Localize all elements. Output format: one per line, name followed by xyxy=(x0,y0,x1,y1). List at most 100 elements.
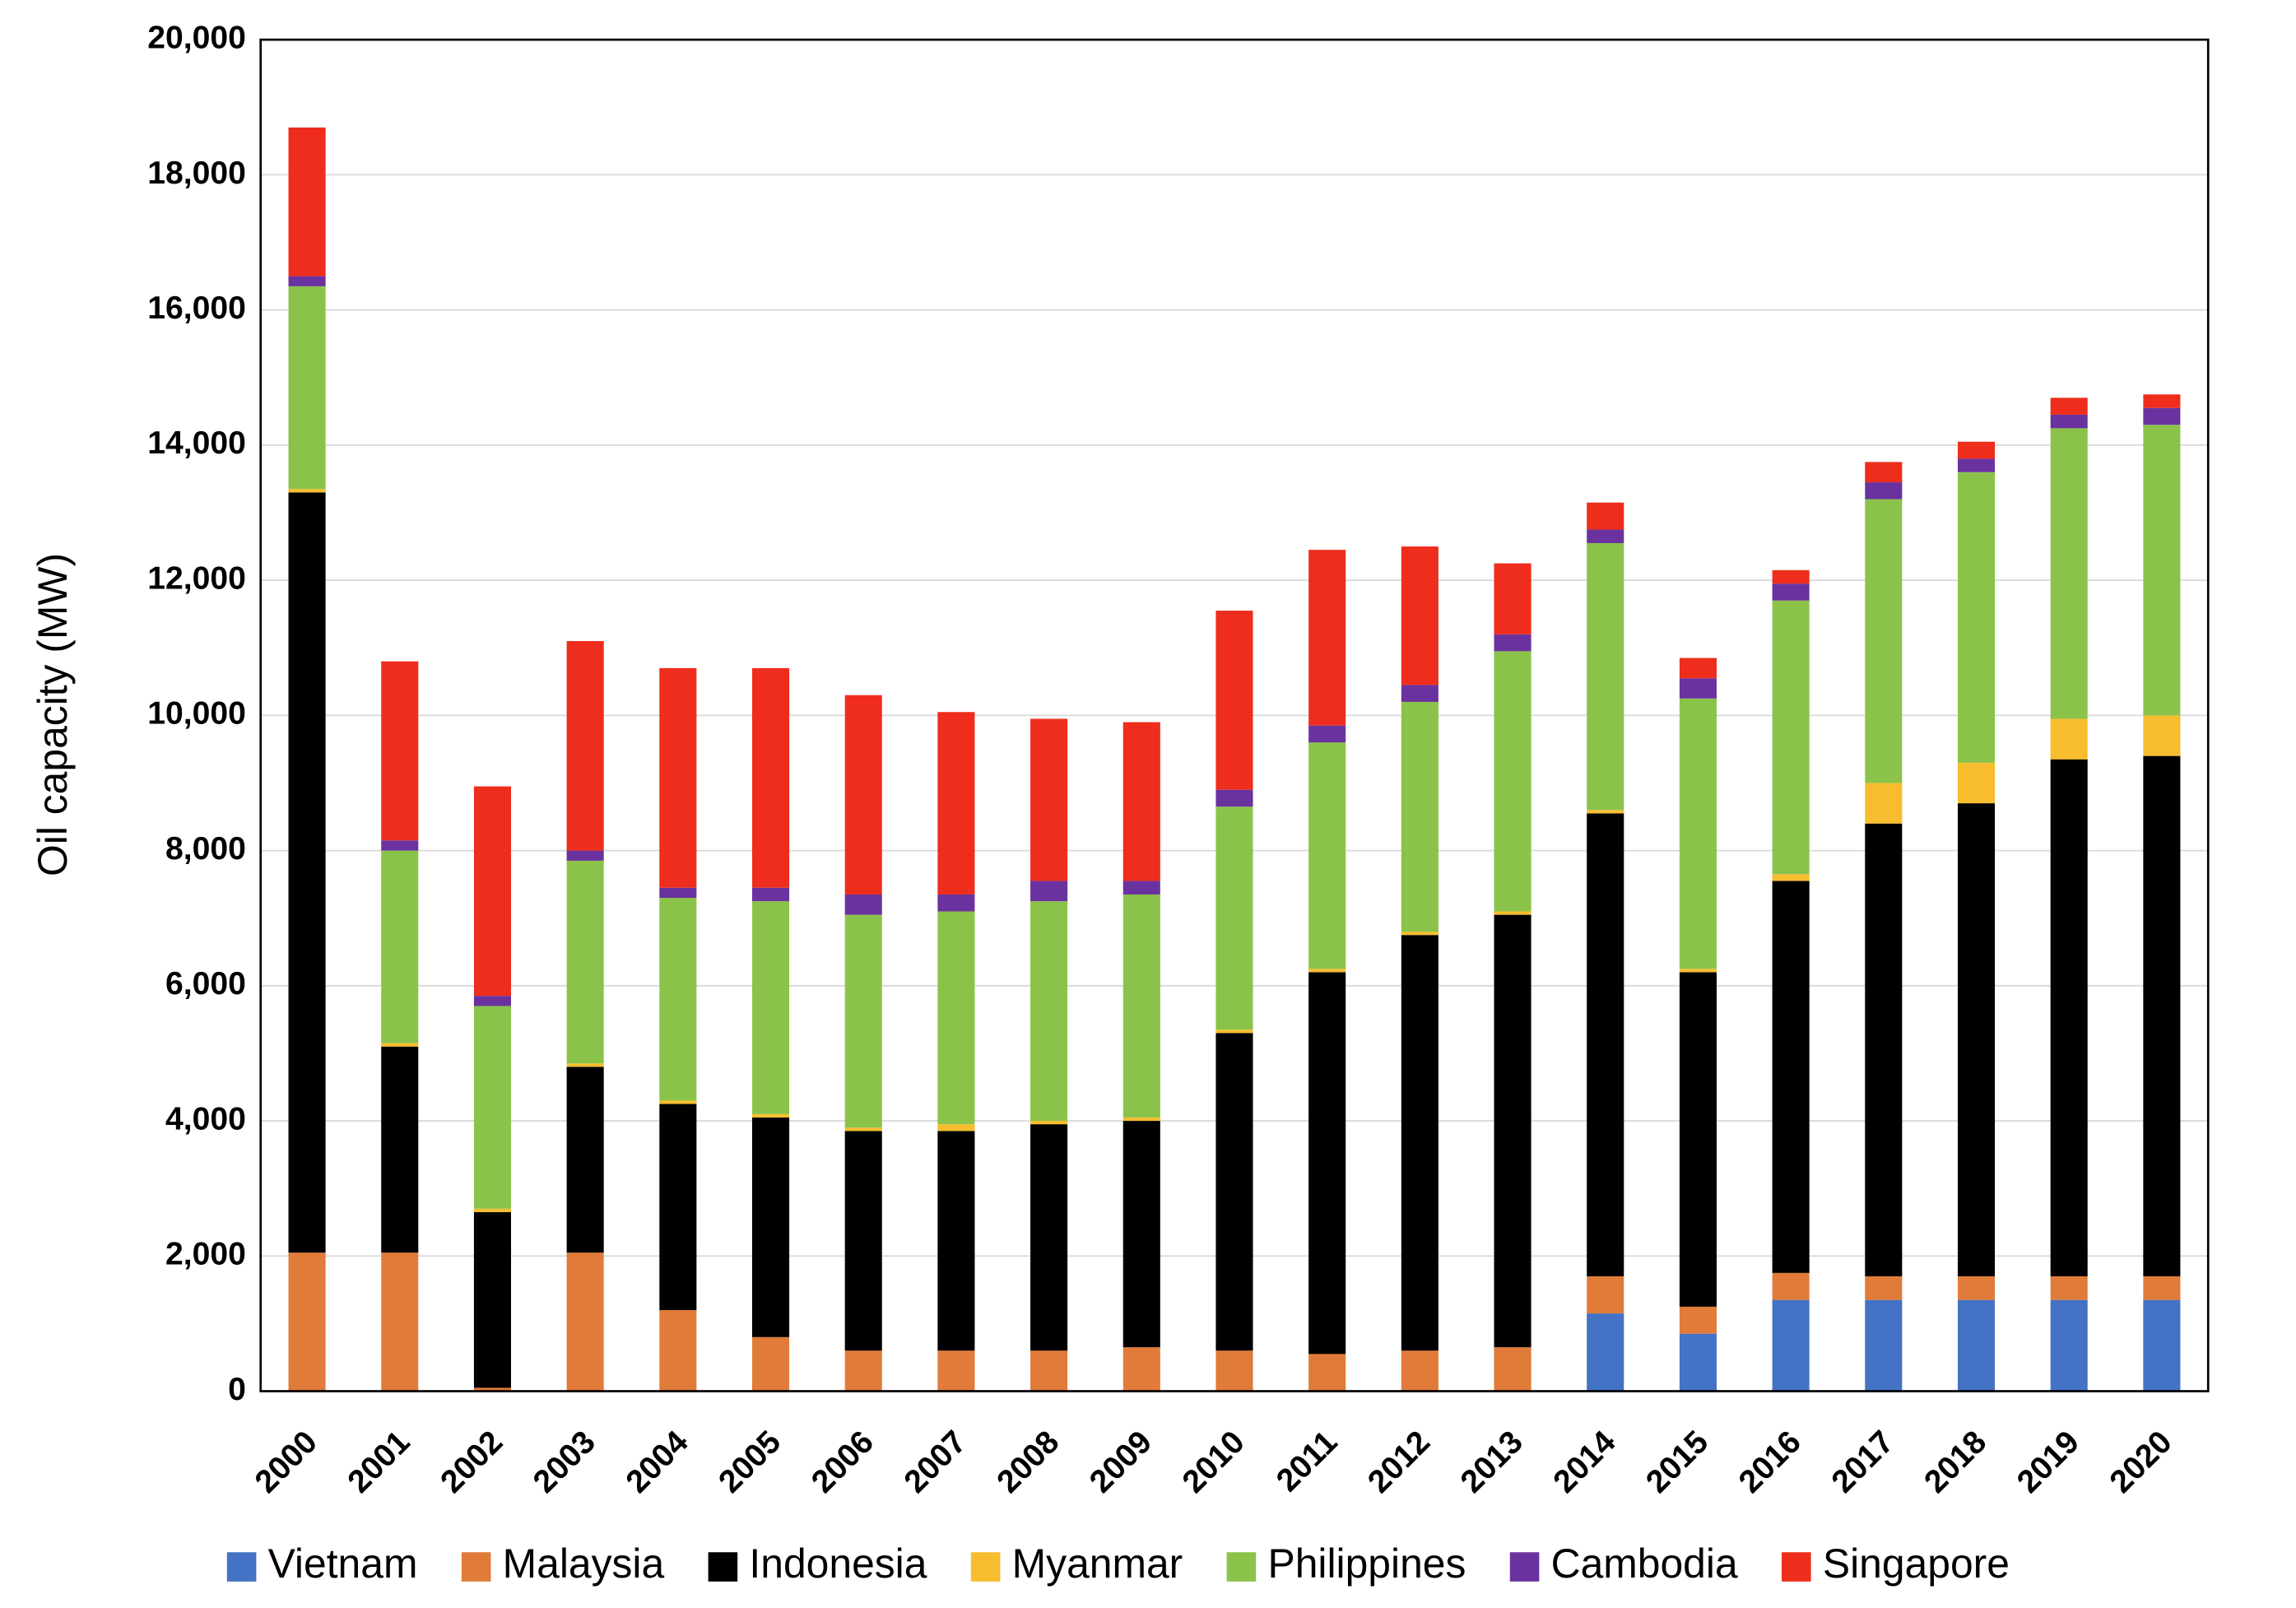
x-tick-label: 2009 xyxy=(1083,1424,1159,1500)
bar-segment xyxy=(751,1113,790,1118)
y-tick-label: 2,000 xyxy=(165,1237,246,1272)
bar-segment xyxy=(566,1252,604,1392)
bar-segment xyxy=(473,1211,511,1388)
legend-label: Philippines xyxy=(1267,1541,1466,1587)
bar-segment xyxy=(1308,969,1346,973)
bar-segment xyxy=(2143,755,2181,1276)
bar-segment xyxy=(1587,502,1624,530)
bar-segment xyxy=(1679,1333,1717,1392)
legend-swatch xyxy=(226,1552,257,1582)
bar-segment xyxy=(1122,881,1160,895)
legend-label: Cambodia xyxy=(1551,1541,1738,1587)
bar-segment xyxy=(1865,499,1903,783)
x-tick-label: 2013 xyxy=(1454,1424,1530,1500)
x-tick-label: 2008 xyxy=(990,1424,1066,1500)
bar-segment xyxy=(659,887,697,899)
bar-segment xyxy=(1308,742,1346,969)
bar-segment xyxy=(473,1006,511,1209)
bar-segment xyxy=(1772,600,1810,875)
bar-segment xyxy=(1957,762,1996,804)
bar-segment xyxy=(1865,1299,1903,1392)
bar-segment xyxy=(1401,701,1438,932)
bar-segment xyxy=(1679,698,1717,969)
x-tick-label: 2004 xyxy=(620,1424,695,1500)
bar-segment xyxy=(381,850,419,1043)
bar-segment xyxy=(1865,783,1903,824)
bar-segment xyxy=(1772,569,1810,584)
bar-segment xyxy=(1679,969,1717,973)
x-tick-label: 2010 xyxy=(1176,1424,1252,1500)
y-tick-label: 14,000 xyxy=(147,425,246,461)
bar-segment xyxy=(659,898,697,1101)
bar-segment xyxy=(1957,803,1996,1276)
bar-segment xyxy=(1957,472,1996,763)
legend-swatch xyxy=(1226,1552,1257,1582)
x-tick-label: 2012 xyxy=(1361,1424,1437,1500)
bar-segment xyxy=(381,840,419,851)
bar-segment xyxy=(937,911,975,1125)
bar-segment xyxy=(2050,397,2088,415)
bar-segment xyxy=(1865,482,1903,500)
y-tick-label: 10,000 xyxy=(147,696,246,732)
x-tick-label: 2006 xyxy=(805,1424,881,1500)
bar-segment xyxy=(659,1309,697,1392)
x-tick-label: 2005 xyxy=(712,1424,788,1500)
x-tick-label: 2003 xyxy=(527,1424,602,1500)
bar-segment xyxy=(1679,972,1717,1307)
bar-segment xyxy=(473,1208,511,1212)
bar-segment xyxy=(1494,651,1531,912)
x-tick-label: 2002 xyxy=(434,1424,509,1500)
bar-segment xyxy=(288,492,326,1253)
bar-segment xyxy=(473,996,511,1006)
bar-segment xyxy=(1215,1350,1253,1392)
bar-segment xyxy=(2050,718,2088,760)
bar-segment xyxy=(1587,813,1624,1276)
bar-segment xyxy=(844,1127,882,1132)
bar-segment xyxy=(1215,1033,1253,1351)
bar-segment xyxy=(937,1124,975,1132)
bar-segment xyxy=(1030,901,1068,1122)
y-tick-label: 4,000 xyxy=(165,1101,246,1136)
bar-segment xyxy=(1030,718,1068,881)
legend-swatch xyxy=(1509,1552,1540,1582)
bar-segment xyxy=(2050,414,2088,429)
bar-segment xyxy=(937,712,975,895)
y-tick-label: 0 xyxy=(228,1372,246,1407)
bar-segment xyxy=(1401,1350,1438,1392)
legend-label: Singapore xyxy=(1823,1541,2010,1587)
bar-segment xyxy=(1865,462,1903,483)
y-tick-label: 20,000 xyxy=(147,21,246,56)
bar-segment xyxy=(844,914,882,1128)
bar-segment xyxy=(1401,546,1438,685)
legend-swatch xyxy=(708,1552,738,1582)
plot-frame xyxy=(259,38,2210,1392)
bar-segment xyxy=(1122,894,1160,1118)
legend-label: Malaysia xyxy=(503,1541,665,1587)
bar-segment xyxy=(844,1131,882,1351)
x-tick-label: 2019 xyxy=(2010,1424,2086,1500)
bar-segment xyxy=(2143,394,2181,408)
bar-segment xyxy=(381,1046,419,1253)
bar-segment xyxy=(1215,789,1253,807)
bar-segment xyxy=(1215,611,1253,790)
bar-segment xyxy=(1030,1124,1068,1351)
legend-label: Indonesia xyxy=(749,1541,927,1587)
bar-segment xyxy=(288,286,326,490)
bar-segment xyxy=(1494,1347,1531,1392)
bar-segment xyxy=(751,901,790,1114)
x-tick-label: 2016 xyxy=(1732,1424,1808,1500)
bar-segment xyxy=(751,887,790,902)
bar-segment xyxy=(1308,725,1346,743)
bar-segment xyxy=(1679,658,1717,679)
bar-segment xyxy=(473,786,511,997)
x-tick-label: 2007 xyxy=(898,1424,974,1500)
bar-segment xyxy=(1587,1313,1624,1392)
bar-segment xyxy=(473,1387,511,1392)
bar-segment xyxy=(2050,759,2088,1276)
bar-segment xyxy=(844,894,882,915)
bar-segment xyxy=(1215,1029,1253,1034)
bar-segment xyxy=(1957,441,1996,459)
bar-segment xyxy=(1865,1276,1903,1300)
bar-segment xyxy=(381,661,419,841)
bar-segment xyxy=(1122,1347,1160,1392)
